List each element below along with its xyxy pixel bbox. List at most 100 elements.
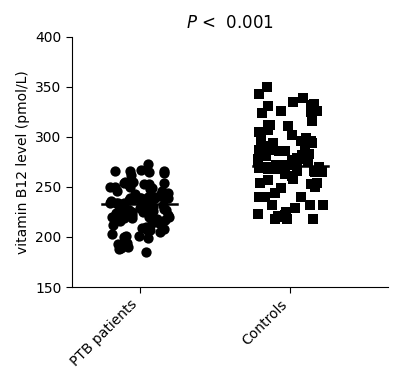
Point — [144, 207, 151, 213]
Point — [272, 216, 278, 222]
Point — [300, 95, 306, 100]
Point — [132, 191, 138, 197]
Point — [147, 186, 154, 192]
Point — [283, 209, 290, 215]
Point — [264, 84, 270, 90]
Point — [265, 123, 272, 128]
Point — [148, 194, 154, 200]
Point — [109, 231, 115, 237]
Point — [122, 179, 128, 185]
Point — [267, 143, 273, 149]
Point — [157, 229, 163, 235]
Point — [310, 216, 316, 222]
Point — [254, 156, 261, 162]
Point — [277, 185, 284, 191]
Point — [316, 166, 322, 172]
Point — [149, 185, 155, 191]
Point — [126, 197, 132, 203]
Point — [158, 191, 164, 197]
Point — [164, 212, 171, 218]
Point — [266, 145, 272, 151]
Point — [112, 168, 118, 174]
Point — [116, 246, 122, 252]
Point — [145, 194, 152, 200]
Point — [314, 180, 320, 185]
Point — [264, 127, 271, 133]
Point — [307, 202, 313, 208]
Point — [126, 207, 132, 213]
Point — [146, 181, 152, 187]
Point — [128, 209, 135, 215]
Point — [284, 123, 291, 129]
Point — [270, 140, 276, 146]
Point — [120, 209, 126, 215]
Point — [302, 139, 308, 145]
Point — [160, 194, 166, 200]
Point — [126, 182, 132, 188]
Point — [293, 160, 299, 166]
Point — [121, 213, 127, 219]
Point — [130, 179, 136, 185]
Point — [118, 245, 124, 251]
Point — [288, 132, 295, 138]
Point — [289, 173, 295, 179]
Point — [165, 195, 171, 201]
Point — [256, 91, 262, 97]
Point — [312, 184, 318, 190]
Point — [113, 210, 120, 216]
Point — [289, 158, 296, 163]
Point — [146, 170, 152, 176]
Point — [146, 209, 153, 215]
Point — [141, 181, 147, 187]
Point — [121, 181, 127, 187]
Point — [161, 226, 167, 232]
Point — [108, 198, 114, 204]
Point — [121, 199, 127, 205]
Point — [278, 214, 284, 220]
Point — [309, 118, 315, 124]
Y-axis label: vitamin B12 level (pmol/L): vitamin B12 level (pmol/L) — [16, 70, 30, 254]
Point — [142, 198, 148, 204]
Point — [146, 200, 152, 206]
Point — [290, 176, 296, 182]
Point — [153, 216, 160, 222]
Point — [120, 205, 126, 211]
Point — [114, 188, 120, 194]
Point — [130, 196, 136, 202]
Point — [256, 147, 262, 153]
Point — [272, 190, 278, 195]
Point — [127, 195, 133, 201]
Point — [163, 207, 170, 213]
Point — [159, 188, 166, 194]
Point — [160, 202, 166, 208]
Point — [120, 213, 126, 219]
Point — [256, 165, 262, 171]
Point — [265, 167, 271, 173]
Point — [117, 218, 123, 224]
Point — [165, 190, 171, 196]
Point — [122, 212, 128, 218]
Point — [294, 155, 300, 161]
Point — [290, 99, 297, 105]
Point — [256, 129, 263, 135]
Point — [269, 202, 276, 208]
Point — [124, 244, 131, 250]
Point — [269, 147, 275, 153]
Point — [166, 214, 172, 220]
Point — [298, 138, 304, 144]
Point — [309, 140, 315, 146]
Point — [152, 194, 159, 199]
Point — [292, 205, 298, 211]
Point — [307, 138, 314, 144]
Point — [146, 214, 152, 220]
Point — [312, 169, 318, 175]
Point — [258, 144, 264, 149]
Point — [289, 162, 296, 168]
Point — [320, 202, 326, 208]
Point — [147, 227, 153, 233]
Point — [316, 164, 323, 170]
Point — [298, 195, 304, 201]
Point — [112, 184, 118, 190]
Point — [298, 152, 305, 158]
Point — [315, 168, 322, 174]
